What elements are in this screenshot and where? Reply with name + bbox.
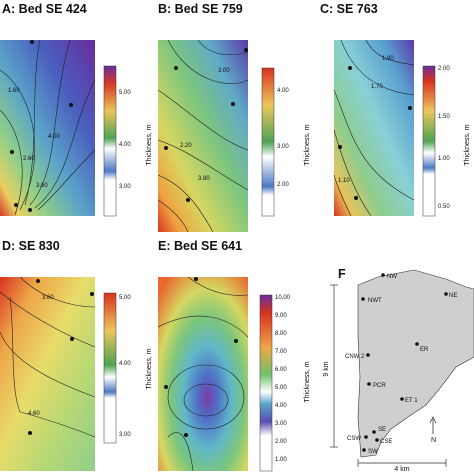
panel-d-tick: 3.00 — [119, 432, 131, 438]
site-label: ER — [420, 347, 429, 353]
panel-a-map — [0, 40, 95, 216]
panel-e-tick: 1.00 — [275, 457, 287, 463]
panel-d-contours — [0, 276, 96, 438]
panel-b-tick: 2.00 — [277, 182, 289, 188]
panel-c-contours — [333, 39, 415, 217]
site-label: ET 1 — [405, 398, 418, 404]
panel-b-contour-label: 3.00 — [218, 68, 230, 74]
panel-e: E: Bed SE 641 — [158, 237, 316, 474]
panel-e-tick: 9.00 — [275, 313, 287, 319]
site-label: SE — [378, 427, 386, 433]
panel-b-axis-label: Thickness, m — [304, 124, 311, 165]
panel-e-figure: 10.00 9.00 8.00 7.00 6.00 5.00 4.00 3.00… — [158, 276, 311, 472]
site-label: NE — [449, 293, 457, 299]
panel-a-contour-label: 2.60 — [23, 156, 35, 162]
panel-b-tick: 4.00 — [277, 88, 289, 94]
panel-a: A: Bed SE 424 — [0, 0, 158, 237]
site-label: CNW 2 — [345, 354, 365, 360]
panel-e-map — [158, 277, 248, 471]
panel-c-figure: 1.10 1.70 1.90 2.00 1.50 1.00 0.50 Thick… — [333, 39, 471, 217]
panel-e-tick: 7.00 — [275, 349, 287, 355]
panel-c-tick: 0.50 — [438, 204, 450, 210]
panel-b-contour-label: 3.80 — [198, 176, 210, 182]
panel-c-contour-label: 1.90 — [382, 56, 394, 62]
panel-d-map — [0, 277, 95, 471]
site-label: PCR — [373, 383, 386, 389]
panel-c-tick: 1.00 — [438, 156, 450, 162]
panel-d: D: SE 830 — [0, 237, 158, 474]
panel-c-map — [334, 40, 414, 216]
panel-c-tick: 1.50 — [438, 114, 450, 120]
panel-e-tick: 3.00 — [275, 421, 287, 427]
panel-d-contour-label: 4.60 — [28, 411, 40, 417]
panel-d-tick: 4.00 — [119, 361, 131, 367]
panel-a-wells — [10, 40, 73, 212]
panel-b-contour-label: 2.20 — [180, 143, 192, 149]
panel-e-tick: 2.00 — [275, 439, 287, 445]
panel-a-tick: 4.00 — [119, 142, 131, 148]
panel-b-colorbar — [261, 67, 275, 217]
panel-b-map — [158, 40, 248, 232]
panel-a-contour-label: 4.00 — [48, 134, 60, 140]
panel-a-contour-label: 1.60 — [8, 88, 20, 94]
panel-e-tick: 6.00 — [275, 367, 287, 373]
panel-a-title: A: Bed SE 424 — [2, 2, 87, 16]
panel-a-colorbar — [103, 65, 117, 217]
panel-b-contours — [158, 39, 249, 233]
vertical-scale-label: 9 km — [323, 361, 330, 376]
panel-d-title: D: SE 830 — [2, 239, 60, 253]
panel-a-tick: 3.00 — [119, 184, 131, 190]
panel-e-tick: 5.00 — [275, 385, 287, 391]
panel-c-contour-label: 1.70 — [371, 84, 383, 90]
panel-e-wells — [164, 277, 238, 437]
panel-a-tick: 5.00 — [119, 90, 131, 96]
panel-e-contours — [158, 276, 249, 472]
panel-c-title: C: SE 763 — [320, 2, 378, 16]
panel-e-tick: 10.00 — [275, 295, 291, 301]
site-label: NWT — [368, 298, 382, 304]
panel-b-wells — [164, 48, 248, 202]
panel-d-wells — [28, 279, 94, 435]
panel-e-tick: 8.00 — [275, 331, 287, 337]
panel-f-title: F — [338, 267, 346, 281]
panel-b-title: B: Bed SE 759 — [158, 2, 243, 16]
panel-a-axis-label: Thickness, m — [146, 124, 153, 165]
north-label: N — [431, 437, 436, 444]
panel-d-figure: 3.60 4.60 5.00 4.00 3.00 Thickness, m — [0, 276, 153, 471]
site-markers — [361, 273, 448, 452]
panel-d-contour-label: 3.60 — [42, 295, 54, 301]
panel-a-contours — [0, 39, 96, 216]
field-outline — [357, 269, 474, 458]
panel-c-contour-label: 1.10 — [338, 178, 350, 184]
site-map: 9 km 4 km N NW NE NWT ER CNW 2 PCR ET 1 … — [323, 269, 474, 473]
panel-e-title: E: Bed SE 641 — [158, 239, 243, 253]
panel-f: F 9 km 4 km N NW NE NWT ER CNW 2 PCR ET — [316, 237, 474, 474]
site-label: SW — [368, 449, 378, 455]
panel-c-wells — [338, 66, 412, 200]
panel-d-colorbar — [103, 292, 117, 444]
horizontal-scale-label: 4 km — [394, 466, 409, 473]
panel-e-axis-label: Thickness, m — [304, 361, 311, 402]
panel-a-contour-label: 3.60 — [36, 183, 48, 189]
site-label: CSE — [380, 439, 392, 445]
panel-b-tick: 3.00 — [277, 144, 289, 150]
panel-a-figure: 1.60 2.60 3.60 4.00 5.00 4.00 3.00 Thick… — [0, 39, 153, 217]
panel-d-axis-label: Thickness, m — [146, 348, 153, 389]
panel-b: B: Bed SE 759 — [158, 0, 316, 237]
panel-b-figure: 2.20 3.00 3.80 4.00 3.00 2.00 Thickness,… — [158, 39, 311, 233]
panel-c-axis-label: Thickness, m — [464, 124, 471, 165]
panel-e-tick: 4.00 — [275, 403, 287, 409]
panel-c: C: SE 763 — [316, 0, 474, 237]
panel-c-colorbar — [422, 65, 436, 217]
site-label: NW — [387, 274, 397, 280]
site-label: CSW — [347, 436, 361, 442]
panel-e-colorbar — [259, 294, 273, 472]
panel-c-tick: 2.00 — [438, 66, 450, 72]
panel-d-tick: 5.00 — [119, 295, 131, 301]
